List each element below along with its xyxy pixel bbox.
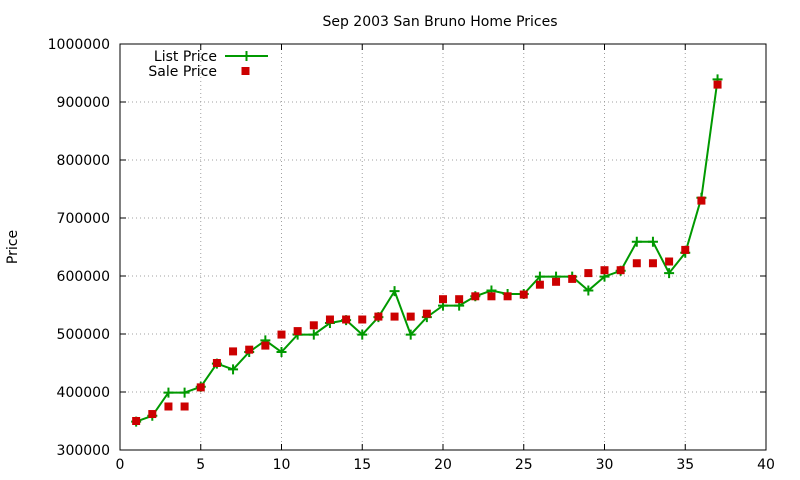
list-price-point bbox=[163, 387, 174, 398]
sale-price-point bbox=[422, 309, 431, 318]
sale-price-point bbox=[455, 295, 464, 304]
sale-price-point bbox=[180, 402, 189, 411]
sale-price-point bbox=[519, 290, 528, 299]
sale-price-point bbox=[325, 315, 334, 324]
y-axis-label: Price bbox=[5, 230, 21, 264]
list-price-point bbox=[308, 329, 319, 340]
list-price-point bbox=[647, 236, 658, 247]
sale-price-point bbox=[406, 312, 415, 321]
sale-price-point bbox=[229, 347, 238, 356]
sale-price-point bbox=[681, 245, 690, 254]
legend: List Price Sale Price bbox=[148, 49, 268, 80]
sale-price-point bbox=[632, 259, 641, 268]
list-price-point bbox=[357, 329, 368, 340]
sale-price-point bbox=[584, 269, 593, 278]
sale-price-point bbox=[196, 383, 205, 392]
list-price-point bbox=[179, 387, 190, 398]
legend-marker-sale-price bbox=[241, 67, 250, 75]
sale-price-point bbox=[471, 292, 480, 301]
sale-price-point bbox=[487, 292, 496, 301]
chart-title: Sep 2003 San Bruno Home Prices bbox=[322, 14, 557, 30]
sale-price-point bbox=[390, 312, 399, 321]
x-tick-label: 0 bbox=[116, 457, 125, 473]
sale-price-point bbox=[503, 292, 512, 301]
sale-price-point bbox=[277, 330, 286, 339]
sale-price-point bbox=[245, 345, 254, 354]
list-price-point bbox=[228, 364, 239, 375]
x-tick-label: 30 bbox=[596, 457, 614, 473]
list-price-line bbox=[135, 79, 719, 423]
y-tick-label: 1000000 bbox=[48, 37, 110, 53]
sale-price-point bbox=[713, 80, 722, 89]
sale-price-point bbox=[212, 359, 221, 367]
list-price-point bbox=[276, 346, 287, 357]
sale-price-point bbox=[293, 327, 302, 336]
sale-price-point bbox=[148, 410, 157, 419]
sale-price-point bbox=[568, 274, 577, 283]
sale-price-point bbox=[342, 315, 351, 324]
sale-price-point bbox=[164, 402, 173, 411]
sale-price-point bbox=[697, 196, 706, 205]
sale-price-point bbox=[665, 257, 674, 266]
list-price-point bbox=[389, 286, 400, 297]
list-price-point bbox=[534, 271, 545, 282]
x-tick-label: 5 bbox=[196, 457, 205, 473]
plot-border bbox=[119, 43, 767, 451]
series bbox=[131, 74, 723, 427]
list-price-point bbox=[664, 268, 675, 279]
legend-label-list-price: List Price bbox=[154, 49, 217, 65]
x-tick-label: 35 bbox=[676, 457, 694, 473]
sale-price-point bbox=[309, 321, 318, 330]
y-tick-label: 500000 bbox=[57, 327, 110, 343]
sale-price-point bbox=[600, 266, 609, 275]
sale-price-point bbox=[261, 341, 270, 350]
y-tick-label: 800000 bbox=[57, 153, 110, 169]
y-tick-label: 700000 bbox=[57, 211, 110, 227]
legend-marker-list-price bbox=[241, 51, 252, 61]
ticks: 0 5 10 15 20 25 30 35 40 300000 400000 500000 600000… bbox=[48, 37, 775, 473]
legend-label-sale-price: Sale Price bbox=[148, 64, 217, 80]
sale-price-point bbox=[439, 295, 447, 304]
sale-price-point bbox=[374, 312, 383, 321]
list-price-point bbox=[405, 329, 416, 340]
y-tick-label: 300000 bbox=[57, 443, 110, 459]
y-tick-label: 900000 bbox=[57, 95, 110, 111]
y-tick-label: 600000 bbox=[57, 269, 110, 285]
y-tick-label: 400000 bbox=[57, 385, 110, 401]
list-price-point bbox=[631, 236, 642, 247]
sale-price-point bbox=[648, 259, 657, 268]
grid bbox=[120, 44, 766, 450]
sale-price-point bbox=[132, 417, 141, 425]
x-tick-label: 20 bbox=[434, 457, 452, 473]
x-tick-label: 15 bbox=[353, 457, 371, 473]
sale-price-point bbox=[535, 280, 544, 289]
x-tick-label: 25 bbox=[515, 457, 533, 473]
sale-price-point bbox=[552, 277, 561, 286]
sale-price-point bbox=[616, 266, 625, 275]
sale-price-point bbox=[358, 315, 367, 324]
x-tick-label: 10 bbox=[273, 457, 291, 473]
list-price-point bbox=[583, 285, 594, 296]
x-tick-label: 40 bbox=[757, 457, 775, 473]
